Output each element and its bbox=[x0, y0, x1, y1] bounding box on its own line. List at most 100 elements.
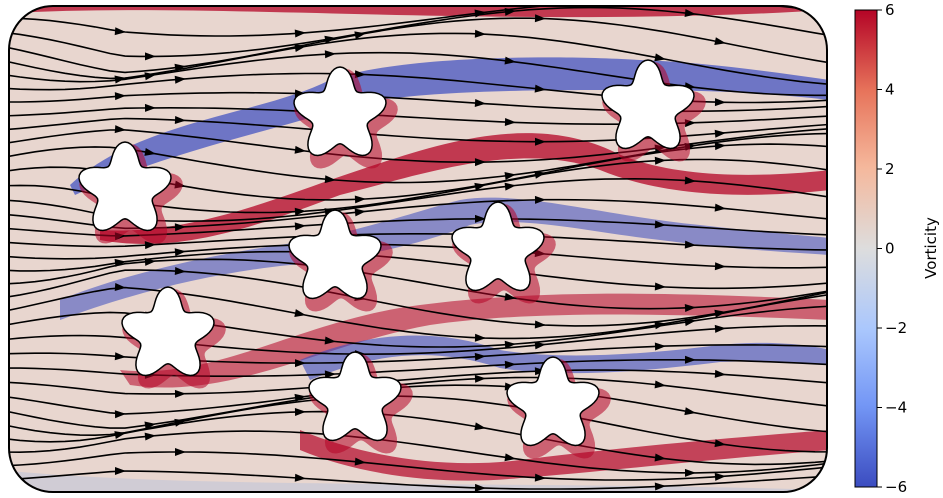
star-obstacle bbox=[506, 356, 600, 447]
streamline-arrow bbox=[114, 92, 126, 101]
streamline-arrow bbox=[294, 359, 306, 368]
star-obstacle bbox=[288, 209, 382, 300]
streamline-arrow bbox=[144, 432, 156, 441]
streamline-arrow bbox=[174, 389, 186, 398]
streamline-arrow bbox=[684, 303, 696, 312]
streamline-arrow bbox=[354, 457, 366, 466]
streamline bbox=[9, 344, 827, 364]
streamline-arrow bbox=[654, 220, 666, 229]
star-obstacle bbox=[293, 66, 387, 157]
streamline-arrow bbox=[504, 360, 516, 369]
streamline-arrow bbox=[144, 148, 156, 156]
streamline-arrow bbox=[684, 407, 696, 416]
star-obstacle bbox=[121, 286, 215, 377]
colorbar-tick-label: 4 bbox=[885, 81, 895, 99]
streamline-arrow bbox=[144, 241, 156, 250]
streamline-arrow bbox=[654, 482, 666, 491]
streamline-arrow bbox=[474, 483, 486, 492]
streamline-arrow bbox=[654, 156, 666, 165]
streamline-arrow bbox=[714, 439, 726, 448]
colorbar-tick-label: 2 bbox=[885, 160, 895, 178]
vorticity-band bbox=[60, 197, 827, 320]
streamline-arrow bbox=[654, 282, 666, 291]
streamline-arrow bbox=[534, 14, 546, 23]
streamline bbox=[9, 376, 827, 415]
streamline-arrow bbox=[174, 75, 186, 84]
streamline-arrow bbox=[714, 472, 726, 481]
streamline-arrow bbox=[714, 129, 726, 138]
streamline-arrow bbox=[324, 336, 336, 345]
streamline-arrow bbox=[684, 318, 696, 327]
colorbar-gradient bbox=[854, 9, 878, 488]
streamline-arrow bbox=[174, 248, 186, 257]
streamline-arrow bbox=[354, 208, 366, 217]
streamline-arrow bbox=[294, 473, 306, 482]
star-obstacles bbox=[78, 59, 706, 459]
streamline-arrow bbox=[684, 240, 696, 249]
streamline-arrow bbox=[714, 369, 726, 378]
streamline-arrow bbox=[144, 52, 156, 61]
streamline-arrow bbox=[144, 421, 156, 430]
streamline-arrow bbox=[474, 158, 486, 167]
streamline-arrow bbox=[474, 214, 486, 223]
streamline-arrow bbox=[324, 50, 336, 59]
streamline-arrow bbox=[534, 320, 546, 329]
streamline-arrow bbox=[714, 37, 726, 46]
streamline-arrow bbox=[534, 84, 546, 93]
streamline-arrow bbox=[114, 282, 126, 291]
streamline bbox=[9, 451, 827, 481]
streamline bbox=[9, 243, 827, 269]
streamline bbox=[9, 286, 827, 340]
streamline-arrow bbox=[174, 115, 186, 124]
streamline bbox=[9, 369, 827, 395]
star-obstacle bbox=[601, 59, 695, 150]
streamline-arrow bbox=[714, 324, 726, 333]
streamline-arrow bbox=[654, 342, 666, 351]
streamline-arrow bbox=[504, 171, 516, 180]
streamline-arrow bbox=[684, 9, 696, 17]
streamline-arrow bbox=[504, 340, 516, 349]
streamline-arrow bbox=[144, 103, 156, 112]
streamline-arrow bbox=[354, 31, 366, 40]
streamline-arrow bbox=[354, 195, 366, 204]
colorbar-label: Vorticity bbox=[922, 217, 940, 279]
streamline-arrow bbox=[534, 195, 546, 204]
streamline-arrow bbox=[114, 125, 126, 134]
streamline bbox=[9, 17, 827, 74]
streamline-arrow bbox=[684, 355, 696, 364]
streamline bbox=[9, 117, 827, 143]
streamline bbox=[9, 127, 827, 164]
streamline-arrow bbox=[714, 203, 726, 212]
streamline-arrow bbox=[534, 473, 546, 482]
streamline-arrow bbox=[504, 118, 516, 127]
streamline-arrow bbox=[474, 374, 486, 383]
vorticity-band bbox=[70, 57, 827, 195]
colorbar-tick-label: −4 bbox=[885, 399, 907, 417]
streamline-arrow bbox=[474, 333, 486, 342]
colorbar-tick-label: −2 bbox=[885, 319, 907, 337]
streamline-arrow bbox=[144, 72, 156, 81]
colorbar-tick-label: 6 bbox=[885, 1, 895, 19]
streamline-arrow bbox=[174, 447, 186, 456]
star-obstacle bbox=[308, 351, 402, 442]
streamline-arrow bbox=[474, 352, 486, 361]
colorbar-tick-label: −6 bbox=[885, 478, 907, 496]
streamline-arrow bbox=[534, 137, 546, 146]
streamline bbox=[9, 6, 827, 37]
streamline-arrow bbox=[714, 262, 726, 271]
streamline-arrow bbox=[114, 410, 126, 419]
streamline-arrow bbox=[324, 370, 336, 379]
colorbar-ticks: 6 4 2 0 −2 −4 −6 bbox=[877, 1, 907, 496]
streamline-arrow bbox=[294, 145, 306, 154]
flow-domain bbox=[9, 6, 827, 492]
streamline bbox=[9, 410, 827, 466]
streamline bbox=[9, 250, 827, 290]
streamline-arrow bbox=[714, 142, 726, 151]
streamline-arrow bbox=[534, 341, 546, 350]
star-obstacle bbox=[451, 201, 545, 292]
streamline-arrow bbox=[294, 207, 306, 216]
streamline-arrow bbox=[714, 98, 726, 107]
domain-border bbox=[8, 5, 828, 493]
streamline bbox=[9, 269, 827, 327]
